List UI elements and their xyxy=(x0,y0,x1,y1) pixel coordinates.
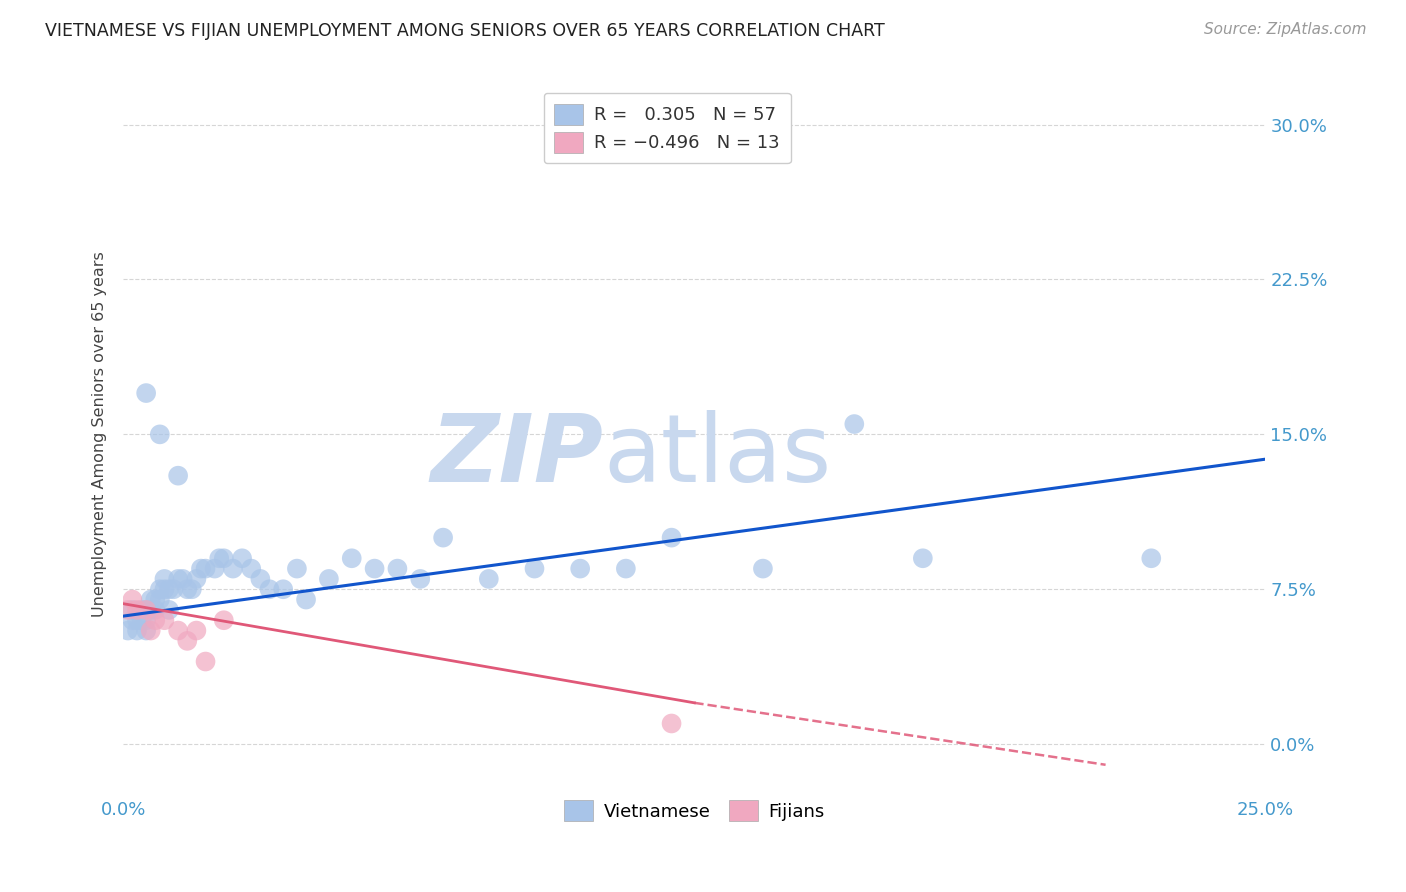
Point xyxy=(167,572,190,586)
Point xyxy=(363,561,385,575)
Point xyxy=(180,582,202,597)
Point xyxy=(259,582,281,597)
Point xyxy=(614,561,637,575)
Point xyxy=(231,551,253,566)
Point xyxy=(143,592,166,607)
Point xyxy=(318,572,340,586)
Point xyxy=(121,603,143,617)
Point xyxy=(186,624,208,638)
Point xyxy=(153,613,176,627)
Point xyxy=(167,624,190,638)
Point xyxy=(143,603,166,617)
Point xyxy=(131,603,153,617)
Point xyxy=(752,561,775,575)
Point xyxy=(117,624,139,638)
Point xyxy=(153,582,176,597)
Text: atlas: atlas xyxy=(603,410,831,502)
Text: VIETNAMESE VS FIJIAN UNEMPLOYMENT AMONG SENIORS OVER 65 YEARS CORRELATION CHART: VIETNAMESE VS FIJIAN UNEMPLOYMENT AMONG … xyxy=(45,22,884,40)
Point xyxy=(125,603,148,617)
Point xyxy=(135,603,157,617)
Point xyxy=(139,624,162,638)
Point xyxy=(478,572,501,586)
Point xyxy=(295,592,318,607)
Point xyxy=(135,624,157,638)
Text: ZIP: ZIP xyxy=(430,410,603,502)
Point xyxy=(432,531,454,545)
Point xyxy=(661,531,683,545)
Point xyxy=(135,386,157,401)
Point xyxy=(176,633,198,648)
Point xyxy=(387,561,409,575)
Point xyxy=(212,613,235,627)
Point xyxy=(569,561,592,575)
Text: Source: ZipAtlas.com: Source: ZipAtlas.com xyxy=(1204,22,1367,37)
Y-axis label: Unemployment Among Seniors over 65 years: Unemployment Among Seniors over 65 years xyxy=(93,252,107,617)
Point xyxy=(139,592,162,607)
Point xyxy=(143,613,166,627)
Point xyxy=(240,561,263,575)
Point xyxy=(208,551,231,566)
Point xyxy=(157,603,180,617)
Point xyxy=(190,561,212,575)
Point xyxy=(285,561,308,575)
Point xyxy=(131,613,153,627)
Point xyxy=(121,613,143,627)
Point xyxy=(911,551,934,566)
Point xyxy=(167,468,190,483)
Point xyxy=(844,417,866,431)
Point xyxy=(194,655,217,669)
Point xyxy=(162,582,184,597)
Point xyxy=(157,582,180,597)
Point xyxy=(1140,551,1163,566)
Point xyxy=(523,561,546,575)
Point xyxy=(186,572,208,586)
Point xyxy=(153,572,176,586)
Point xyxy=(340,551,363,566)
Point xyxy=(271,582,294,597)
Point xyxy=(194,561,217,575)
Point xyxy=(149,582,172,597)
Point xyxy=(125,613,148,627)
Point xyxy=(125,624,148,638)
Point xyxy=(139,603,162,617)
Point xyxy=(249,572,271,586)
Point xyxy=(135,613,157,627)
Point xyxy=(172,572,194,586)
Point xyxy=(212,551,235,566)
Point xyxy=(117,603,139,617)
Point xyxy=(661,716,683,731)
Point xyxy=(222,561,245,575)
Point xyxy=(149,427,172,442)
Point xyxy=(204,561,226,575)
Legend: Vietnamese, Fijians: Vietnamese, Fijians xyxy=(555,791,834,830)
Point xyxy=(409,572,432,586)
Point xyxy=(149,592,172,607)
Point xyxy=(176,582,198,597)
Point xyxy=(121,592,143,607)
Point xyxy=(135,603,157,617)
